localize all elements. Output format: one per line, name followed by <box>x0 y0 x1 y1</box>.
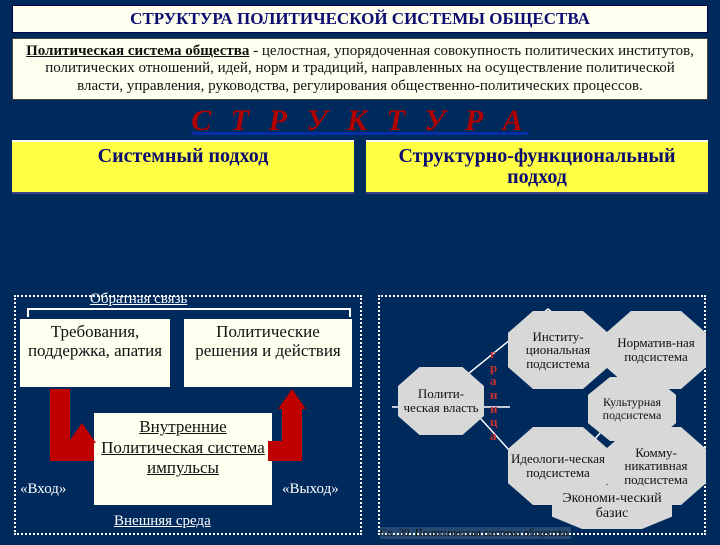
inner-line1: Внутренние <box>139 418 226 437</box>
inner-system-box: Внутренние Политическая система импульсы <box>94 413 272 505</box>
structure-title: С Т Р У К Т У Р А <box>12 104 708 138</box>
feedback-line-icon <box>16 305 362 319</box>
political-power-box: Полити-ческая власть <box>398 367 484 435</box>
decisions-box: Политические решения и действия <box>184 319 352 387</box>
title-box: СТРУКТУРА ПОЛИТИЧЕСКОЙ СИСТЕМЫ ОБЩЕСТВА <box>12 5 708 33</box>
inner-line2: Политическая система <box>101 439 265 458</box>
center-octagon: Полити-ческая власть <box>398 367 484 435</box>
requirements-box: Требования, поддержка, апатия <box>20 319 170 387</box>
output-label: «Выход» <box>282 481 339 498</box>
definition-term: Политическая система общества <box>26 43 249 59</box>
figure-caption: Сх. 30. Политическая система общества. <box>380 527 571 539</box>
approach-functional: Структурно-функциональный подход <box>366 140 708 194</box>
input-label: «Вход» <box>20 481 66 498</box>
inner-line3: импульсы <box>147 459 219 478</box>
systemic-diagram: Обратная связь Требования, поддержка, ап… <box>14 295 362 535</box>
approach-row: Системный подход Структурно-функциональн… <box>12 140 708 194</box>
border-label: граница <box>490 347 498 442</box>
environment-label: Внешняя среда <box>114 513 211 530</box>
economic-basis: Экономи-ческий базис <box>552 485 672 529</box>
economic-octagon: Экономи-ческий базис <box>552 485 672 529</box>
functional-diagram: Полити-ческая власть граница Институ-цио… <box>378 295 706 535</box>
approach-systemic: Системный подход <box>12 140 354 194</box>
definition-box: Политическая система общества - целостна… <box>12 38 708 100</box>
